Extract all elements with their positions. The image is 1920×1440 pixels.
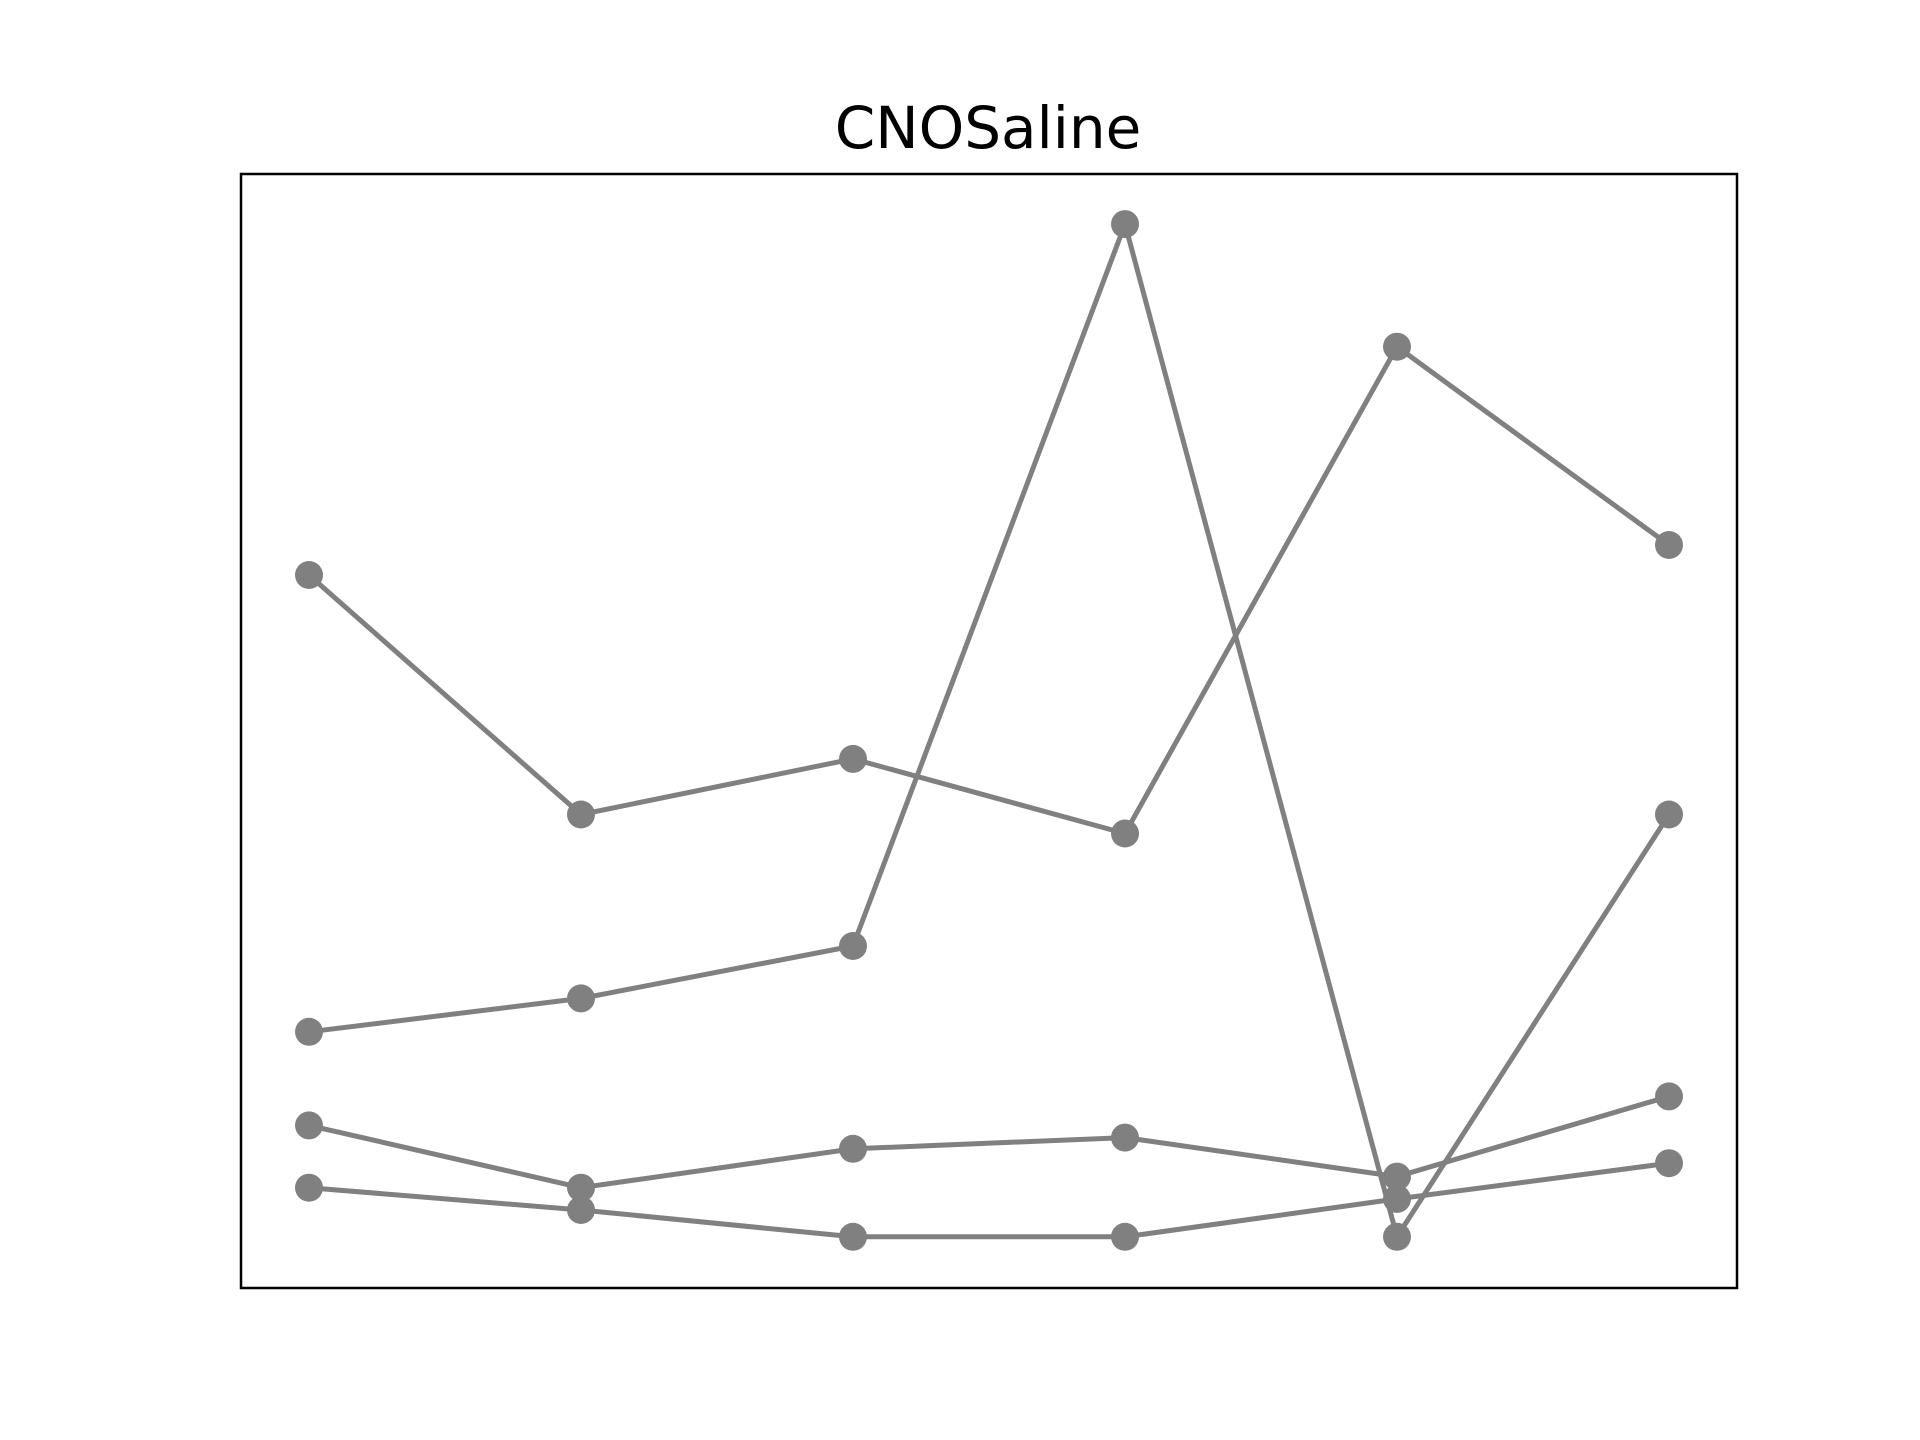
series-4-line [308,1160,1670,1240]
series-3-point [1111,1123,1139,1152]
series-3-point [295,1111,323,1140]
series-3-point [1383,1162,1411,1191]
series-1 [295,332,1683,848]
series-4 [295,1149,1683,1251]
series-4-point [839,1222,867,1251]
series-1-point [567,800,595,829]
series-1-line [307,344,1671,836]
series-3-point [567,1173,595,1202]
series-2-point [1655,800,1683,829]
series-4-point [1383,1184,1411,1213]
series-layer [295,210,1683,1251]
series-4-point [295,1173,323,1202]
series-2-point [295,1017,323,1046]
series-4-point [1655,1149,1683,1178]
series-1-point [1383,332,1411,361]
series-4-point [1111,1222,1139,1251]
series-4-point [567,1196,595,1224]
series-3-point [1655,1082,1683,1111]
series-2-line [308,221,1672,1240]
series-1-point [1655,531,1683,559]
series-1-point [839,744,867,773]
series-2 [295,210,1683,1251]
chart-title: CNOSaline [835,94,1142,162]
series-1-point [295,561,323,589]
series-1-point [1111,819,1139,848]
series-3-line [308,1094,1670,1191]
series-2-point [839,932,867,960]
series-3 [295,1082,1683,1202]
plot-frame [239,172,1739,1290]
series-2-point [1383,1222,1411,1251]
series-2-point [567,984,595,1013]
series-3-point [839,1134,867,1163]
series-2-point [1111,210,1139,239]
